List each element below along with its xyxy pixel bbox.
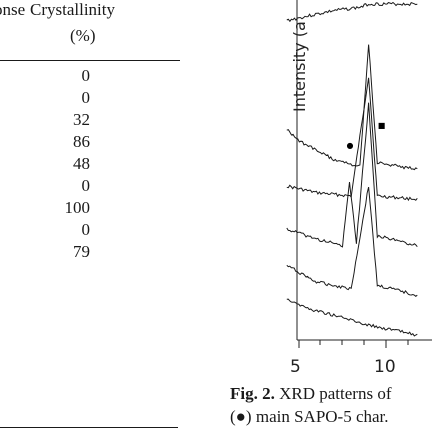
- pattern-series-group: [286, 1, 418, 337]
- table-cell: 100: [64, 198, 91, 217]
- figure-caption-line1: Fig. 2. XRD patterns of: [230, 383, 391, 405]
- table-cell: 0: [81, 176, 91, 195]
- figure-caption-label: Fig. 2.: [230, 384, 275, 403]
- x-tick-label-10: 10: [374, 357, 396, 377]
- phase-markers-group: ●■: [346, 121, 385, 150]
- table-bottom-rule: [0, 427, 178, 428]
- table-header-unit: (%): [70, 26, 96, 45]
- xrd-pattern-line: [286, 186, 418, 297]
- phase-marker: ●: [346, 141, 353, 150]
- xrd-pattern-line: [286, 77, 418, 202]
- table-header-crystallinity: Crystallinity: [30, 0, 115, 19]
- table-cell: 32: [73, 110, 90, 129]
- table-cell: 48: [73, 154, 90, 173]
- xrd-pattern-line: [286, 44, 418, 171]
- table-cell: 0: [81, 66, 91, 85]
- table-header-rule: [0, 60, 180, 61]
- table-header-response: onse: [0, 0, 26, 19]
- xrd-pattern-line: [286, 102, 418, 248]
- table-cell: 0: [81, 88, 91, 107]
- xrd-pattern-line: [286, 298, 418, 337]
- figure-caption-line2: (●) main SAPO-5 char.: [230, 407, 389, 426]
- table-cell: 79: [73, 242, 90, 261]
- phase-marker: ■: [378, 121, 386, 130]
- x-tick-label-5: 5: [290, 357, 301, 377]
- table-cell: 0: [81, 220, 91, 239]
- figure-caption-text: XRD patterns of: [274, 384, 392, 403]
- xrd-pattern-line: [286, 1, 418, 23]
- y-axis-label: Intensity (a: [290, 21, 309, 112]
- table-cell: 86: [73, 132, 90, 151]
